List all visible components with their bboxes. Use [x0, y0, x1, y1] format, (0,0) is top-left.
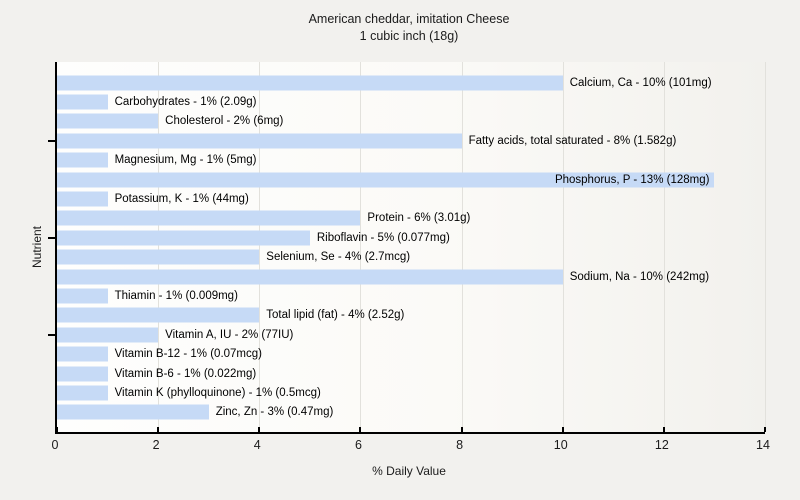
nutrient-bar[interactable] — [57, 269, 563, 285]
bar-row: Sodium, Na - 10% (242mg) — [57, 267, 765, 286]
bar-label: Vitamin B-12 - 1% (0.07mcg) — [114, 348, 262, 361]
nutrient-bar[interactable] — [57, 366, 108, 382]
nutrient-bar[interactable] — [57, 404, 209, 420]
y-tick-mark — [48, 236, 55, 239]
nutrient-bar[interactable] — [57, 172, 715, 188]
bar-row: Potassium, K - 1% (44mg) — [57, 189, 765, 208]
nutrient-bar[interactable] — [57, 152, 108, 168]
nutrient-bar[interactable] — [57, 346, 108, 362]
chart-subtitle: 1 cubic inch (18g) — [359, 29, 459, 43]
nutrient-bar[interactable] — [57, 249, 260, 265]
x-tick-label: 6 — [354, 438, 362, 452]
bar-label: Zinc, Zn - 3% (0.47mg) — [215, 406, 334, 419]
y-tick-mark — [48, 333, 55, 336]
bar-label: Magnesium, Mg - 1% (5mg) — [114, 154, 257, 167]
bar-label: Calcium, Ca - 10% (101mg) — [569, 76, 712, 89]
plot-area: Calcium, Ca - 10% (101mg) Carbohydrates -… — [48, 62, 766, 434]
bar-label: Total lipid (fat) - 4% (2.52g) — [266, 309, 405, 322]
bars-container: Calcium, Ca - 10% (101mg) Carbohydrates -… — [57, 62, 765, 432]
x-tick-mark — [359, 427, 362, 432]
nutrient-bar[interactable] — [57, 94, 108, 110]
x-tick-label: 0 — [51, 438, 59, 452]
nutrient-bar[interactable] — [57, 230, 310, 246]
bar-label: Sodium, Na - 10% (242mg) — [569, 270, 710, 283]
bar-row: Total lipid (fat) - 4% (2.52g) — [57, 306, 765, 325]
chart-title-block: American cheddar, imitation Cheese 1 cub… — [55, 11, 763, 45]
bar-row: Vitamin B-12 - 1% (0.07mcg) — [57, 344, 765, 363]
gridline — [562, 62, 564, 432]
nutrient-bar[interactable] — [57, 113, 159, 129]
x-tick-mark — [764, 427, 766, 432]
bar-label: Cholesterol - 2% (6mg) — [165, 115, 284, 128]
x-tick-mark — [561, 427, 564, 432]
nutrient-bar[interactable] — [57, 210, 361, 226]
bar-label: Vitamin K (phylloquinone) - 1% (0.5mcg) — [114, 386, 321, 399]
bar-label: Vitamin B-6 - 1% (0.022mg) — [114, 367, 257, 380]
nutrient-bar[interactable] — [57, 191, 108, 207]
x-tick-mark — [460, 427, 463, 432]
bar-label: Riboflavin - 5% (0.077mg) — [316, 231, 450, 244]
bar-label: Carbohydrates - 1% (2.09g) — [114, 96, 257, 109]
x-tick-mark — [157, 427, 160, 432]
bar-label: Phosphorus, P - 13% (128mg) — [554, 173, 710, 186]
bar-label: Potassium, K - 1% (44mg) — [114, 193, 249, 206]
bar-row: Vitamin K (phylloquinone) - 1% (0.5mcg) — [57, 383, 765, 402]
bar-row: Selenium, Se - 4% (2.7mcg) — [57, 248, 765, 267]
bar-label: Protein - 6% (3.01g) — [367, 212, 471, 225]
bar-row: Cholesterol - 2% (6mg) — [57, 112, 765, 131]
bar-row: Zinc, Zn - 3% (0.47mg) — [57, 403, 765, 422]
bar-label: Vitamin A, IU - 2% (77IU) — [165, 328, 294, 341]
nutrient-bar[interactable] — [57, 133, 462, 149]
x-tick-label: 10 — [553, 438, 568, 452]
x-tick-label: 14 — [756, 438, 770, 452]
x-tick-label: 8 — [456, 438, 464, 452]
bar-row: Calcium, Ca - 10% (101mg) — [57, 73, 765, 92]
gridline — [663, 62, 665, 432]
bar-row: Riboflavin - 5% (0.077mg) — [57, 228, 765, 247]
bar-label: Selenium, Se - 4% (2.7mcg) — [266, 251, 411, 264]
bar-row: Thiamin - 1% (0.009mg) — [57, 286, 765, 305]
nutrient-bar[interactable] — [57, 288, 108, 304]
bar-row: Carbohydrates - 1% (2.09g) — [57, 92, 765, 111]
nutrient-bar[interactable] — [57, 385, 108, 401]
gridline — [461, 62, 463, 432]
x-tick-label: 4 — [253, 438, 261, 452]
gridline — [259, 62, 261, 432]
gridline — [158, 62, 160, 432]
gridline — [765, 62, 766, 432]
chart-title: American cheddar, imitation Cheese — [308, 12, 510, 26]
bar-row: Magnesium, Mg - 1% (5mg) — [57, 151, 765, 170]
bar-label: Thiamin - 1% (0.009mg) — [114, 289, 238, 302]
y-tick-mark — [48, 139, 55, 142]
bar-row: Vitamin A, IU - 2% (77IU) — [57, 325, 765, 344]
gridline — [360, 62, 362, 432]
nutrient-bar[interactable] — [57, 307, 260, 323]
bar-label: Fatty acids, total saturated - 8% (1.582… — [468, 134, 677, 147]
x-tick-mark — [258, 427, 261, 432]
nutrient-bar[interactable] — [57, 75, 563, 91]
bar-row: Fatty acids, total saturated - 8% (1.582… — [57, 131, 765, 150]
bar-row: Vitamin B-6 - 1% (0.022mg) — [57, 364, 765, 383]
x-tick-mark — [662, 427, 665, 432]
x-tick-label: 12 — [654, 438, 669, 452]
bar-row: Phosphorus, P - 13% (128mg) — [57, 170, 765, 189]
x-axis-tick-labels: 0 2 4 6 8 10 12 14 — [51, 434, 770, 454]
x-axis-label: % Daily Value — [372, 464, 446, 478]
bar-row: Protein - 6% (3.01g) — [57, 209, 765, 228]
y-axis-label: Nutrient — [30, 225, 44, 269]
nutrient-bar[interactable] — [57, 327, 159, 343]
x-tick-label: 2 — [152, 438, 160, 452]
x-tick-mark — [56, 427, 58, 432]
